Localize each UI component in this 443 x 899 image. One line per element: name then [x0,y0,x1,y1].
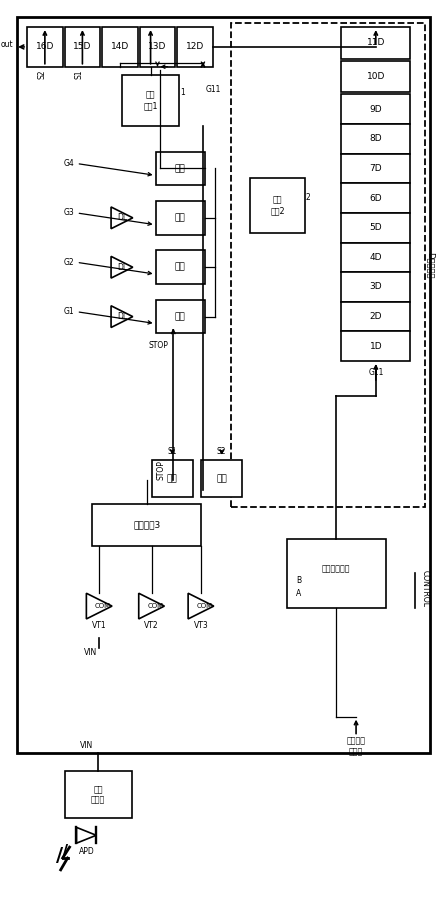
Text: 13D: 13D [148,42,167,51]
Bar [341,332,410,361]
Bar [201,460,242,497]
Text: VIN: VIN [84,648,97,657]
Text: B: B [296,576,301,585]
Text: 寄存: 寄存 [175,263,186,271]
Text: 11D: 11D [367,39,385,48]
Text: COM: COM [148,603,163,610]
Bar [122,75,179,126]
Text: CONTROL: CONTROL [421,570,430,607]
Bar [341,272,410,302]
Text: 16D: 16D [36,42,54,51]
Bar [341,154,410,183]
Text: 双路选择电路: 双路选择电路 [322,564,350,573]
Text: VT1: VT1 [92,621,106,630]
Text: S1: S1 [75,70,84,79]
Bar [92,504,201,546]
Text: DL: DL [117,312,127,321]
Text: 寄存: 寄存 [175,164,186,173]
Bar [155,152,205,185]
Text: 1D: 1D [369,342,382,351]
Text: G4: G4 [64,159,74,168]
Bar [152,460,193,497]
Text: out: out [0,40,13,49]
Text: VIN: VIN [80,741,93,750]
Bar [27,27,62,67]
Text: 6D: 6D [369,193,382,202]
Text: 前一个激
光数据: 前一个激 光数据 [346,736,365,756]
Bar [287,539,386,608]
Bar [155,251,205,284]
Bar [341,124,410,154]
Text: G11: G11 [368,369,384,378]
Bar [341,27,410,58]
Bar [250,178,305,233]
Bar [140,27,175,67]
Text: 4D: 4D [369,253,382,262]
Text: 2D: 2D [369,312,382,321]
Text: 9D: 9D [369,104,382,113]
Text: 2: 2 [305,193,310,202]
Text: S1: S1 [167,448,177,457]
Text: STOP: STOP [157,459,166,480]
Text: 3D: 3D [369,282,382,291]
Text: COM: COM [95,603,111,610]
Text: S2: S2 [217,448,226,457]
Text: VT3: VT3 [194,621,208,630]
Text: 14D: 14D [111,42,129,51]
Text: STOP: STOP [148,341,168,350]
Text: APD: APD [78,847,94,856]
Text: G11: G11 [206,85,221,93]
Bar [177,27,213,67]
Bar [65,771,132,818]
Text: G3: G3 [64,209,74,218]
Text: 1: 1 [180,88,185,97]
Text: 比较判别3: 比较判别3 [133,521,160,530]
Text: A: A [296,589,301,598]
Text: S2: S2 [37,70,47,79]
Text: 位置
判别1: 位置 判别1 [144,91,158,110]
Text: D触发器组: D触发器组 [426,252,435,279]
Bar [155,300,205,334]
Bar [341,243,410,272]
Bar [341,302,410,332]
Text: 寄存: 寄存 [216,474,227,483]
Bar [341,94,410,124]
Text: 跨阻
放大器: 跨阻 放大器 [91,785,105,805]
Text: /: / [62,842,68,860]
Text: 8D: 8D [369,134,382,143]
Bar [341,183,410,213]
Text: /: / [56,846,63,865]
Text: 寄存: 寄存 [175,213,186,222]
Text: DL: DL [117,263,127,271]
Text: 寄存: 寄存 [175,312,186,321]
Text: 15D: 15D [73,42,92,51]
Bar [17,17,430,753]
Bar [155,201,205,235]
Text: G1: G1 [64,307,74,316]
Text: DL: DL [117,213,127,222]
Text: COM: COM [197,603,213,610]
Text: 位置
判别2: 位置 判别2 [270,196,285,215]
Bar [341,213,410,243]
Text: 寄存: 寄存 [167,474,178,483]
Bar [341,61,410,93]
Bar [102,27,138,67]
Text: 5D: 5D [369,223,382,232]
Text: 12D: 12D [186,42,204,51]
Bar [231,23,425,507]
Text: 10D: 10D [367,72,385,81]
Text: 7D: 7D [369,164,382,173]
Bar [65,27,100,67]
Text: VT2: VT2 [144,621,159,630]
Text: G2: G2 [64,258,74,267]
